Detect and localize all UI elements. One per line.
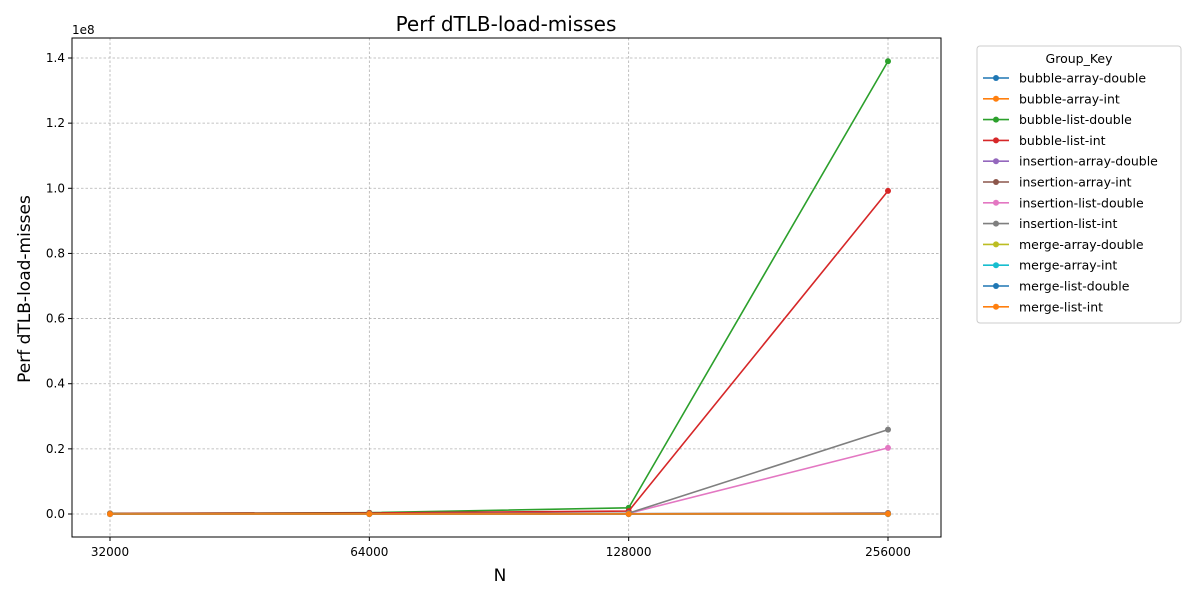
plot-frame xyxy=(71,37,942,538)
x-tick-label: 128000 xyxy=(606,545,652,559)
legend: Group_Key bubble-array-doublebubble-arra… xyxy=(976,45,1182,324)
y-tick-label: 0.0 xyxy=(46,507,65,521)
y-axis-scale-label: 1e8 xyxy=(72,23,95,37)
legend-swatch-marker xyxy=(993,179,999,185)
series-line xyxy=(109,428,889,515)
legend-swatch-marker xyxy=(993,283,999,289)
legend-label: merge-array-double xyxy=(1019,237,1144,252)
y-tick-label: 1.4 xyxy=(46,51,65,65)
chart-title: Perf dTLB-load-misses xyxy=(396,12,617,36)
legend-item: merge-list-int xyxy=(983,299,1103,314)
legend-label: insertion-array-int xyxy=(1019,175,1132,190)
legend-item: insertion-list-int xyxy=(983,216,1117,231)
series-layer xyxy=(107,58,891,517)
legend-frame xyxy=(976,45,1182,324)
series-merge-list-int xyxy=(107,510,891,517)
legend-swatch-marker xyxy=(993,158,999,165)
legend-label: bubble-array-int xyxy=(1019,91,1120,106)
data-point xyxy=(885,444,891,451)
data-point xyxy=(885,426,891,433)
y-axis-ticks: 0.0 0.2 0.4 0.6 0.8 1.0 1.2 1.4 xyxy=(46,51,72,521)
legend-label: merge-list-int xyxy=(1019,299,1103,314)
series-line xyxy=(109,447,889,515)
legend-swatch-marker xyxy=(993,137,999,144)
legend-swatch-marker xyxy=(993,116,999,123)
series-bubble-list-double xyxy=(107,58,891,517)
legend-item: insertion-array-int xyxy=(983,175,1132,190)
x-axis-ticks: 32000 64000 128000 256000 xyxy=(91,537,911,559)
x-axis-label: N xyxy=(494,566,507,586)
y-tick-label: 0.8 xyxy=(46,246,65,260)
legend-item: bubble-list-double xyxy=(983,112,1132,127)
series-insertion-list-int xyxy=(107,426,891,517)
legend-items: bubble-array-double bubble-array-int bubbl… xyxy=(983,71,1158,314)
legend-label: insertion-list-int xyxy=(1019,216,1117,231)
legend-swatch-marker xyxy=(993,262,999,269)
series-line xyxy=(109,190,889,515)
legend-label: insertion-array-double xyxy=(1019,154,1158,169)
legend-item: insertion-array-double xyxy=(983,154,1158,169)
legend-swatch-marker xyxy=(993,75,999,81)
y-tick-label: 1.2 xyxy=(46,116,65,130)
x-tick-label: 32000 xyxy=(91,545,129,559)
legend-item: merge-array-int xyxy=(983,258,1117,273)
y-tick-label: 0.4 xyxy=(46,377,65,391)
legend-swatch-marker xyxy=(993,199,999,206)
legend-swatch-marker xyxy=(993,220,999,227)
data-point xyxy=(625,510,632,517)
y-tick-label: 0.2 xyxy=(46,442,65,456)
x-tick-label: 64000 xyxy=(350,545,388,559)
series-insertion-list-double xyxy=(107,444,891,517)
data-point xyxy=(885,510,891,517)
data-point xyxy=(885,187,891,194)
legend-title: Group_Key xyxy=(1046,51,1114,66)
legend-label: merge-array-int xyxy=(1019,258,1117,273)
legend-item: insertion-list-double xyxy=(983,195,1144,210)
series-line xyxy=(109,60,889,515)
y-axis-label: Perf dTLB-load-misses xyxy=(15,195,35,383)
legend-swatch-marker xyxy=(993,241,999,248)
legend-label: insertion-list-double xyxy=(1019,195,1144,210)
legend-item: bubble-array-int xyxy=(983,91,1120,106)
legend-label: bubble-list-int xyxy=(1019,133,1106,148)
data-point xyxy=(366,510,373,517)
data-point xyxy=(107,510,113,517)
y-tick-label: 1.0 xyxy=(46,181,65,195)
legend-item: bubble-array-double xyxy=(983,71,1146,86)
legend-label: bubble-list-double xyxy=(1019,112,1132,127)
data-point xyxy=(885,58,891,65)
legend-swatch-marker xyxy=(993,303,999,310)
legend-item: merge-list-double xyxy=(983,279,1130,294)
legend-label: merge-list-double xyxy=(1019,279,1130,294)
legend-item: merge-array-double xyxy=(983,237,1144,252)
legend-label: bubble-array-double xyxy=(1019,71,1146,86)
legend-swatch-marker xyxy=(993,95,999,102)
legend-item: bubble-list-int xyxy=(983,133,1106,148)
y-tick-label: 0.6 xyxy=(46,312,65,326)
x-tick-label: 256000 xyxy=(865,545,911,559)
